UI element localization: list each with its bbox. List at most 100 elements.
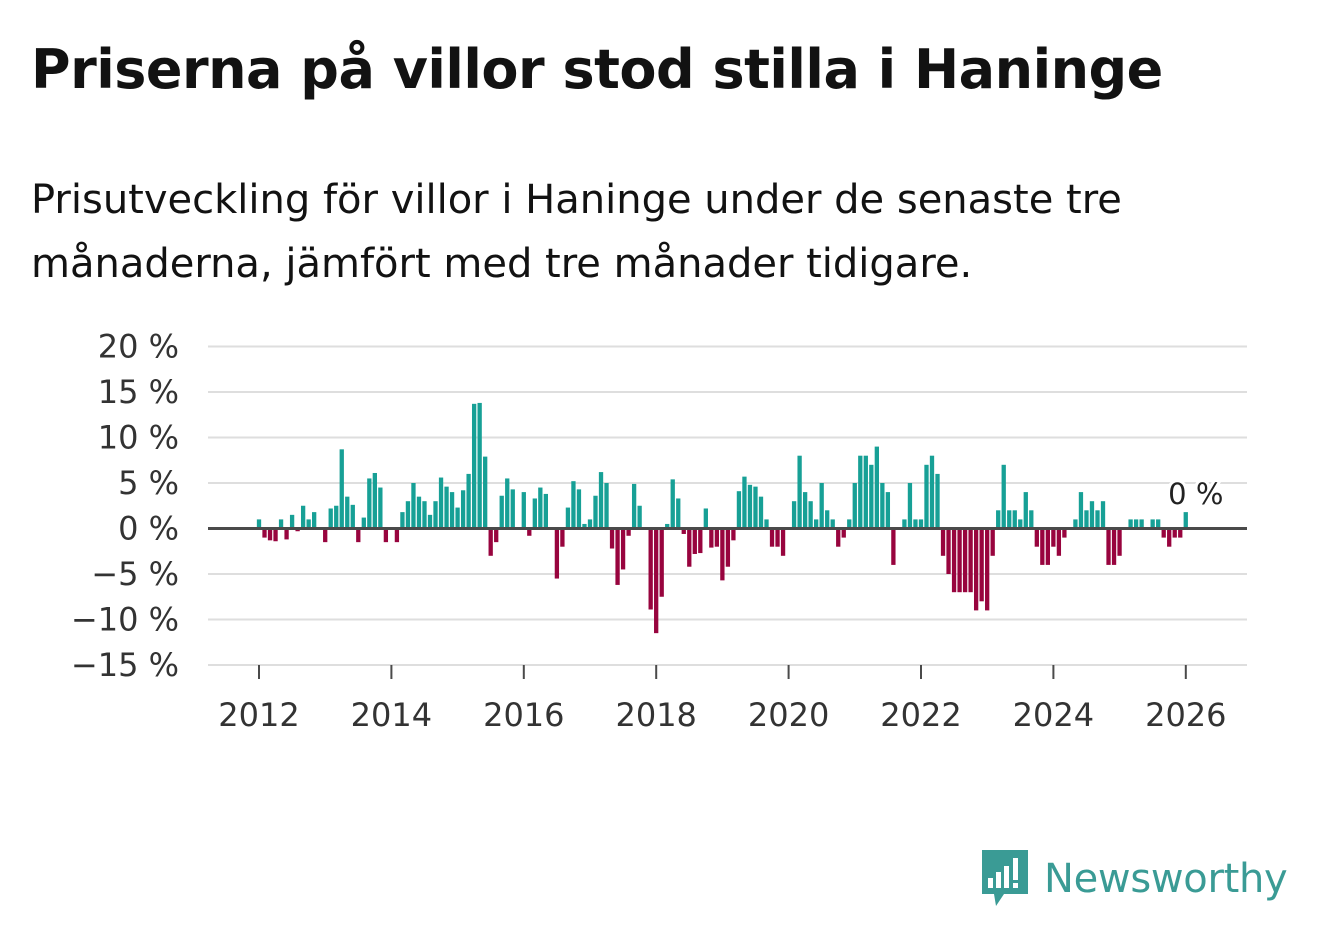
x-tick-label: 2026 xyxy=(1145,696,1226,734)
bar xyxy=(736,491,742,529)
bar xyxy=(416,496,422,529)
bar xyxy=(979,528,984,602)
bar xyxy=(797,455,802,529)
bar xyxy=(394,528,400,543)
bar xyxy=(676,498,681,529)
newsworthy-logo-text: Newsworthy xyxy=(1044,856,1288,902)
bar xyxy=(692,528,697,554)
bar xyxy=(593,495,598,529)
bar xyxy=(891,528,896,565)
bar xyxy=(521,492,526,529)
newsworthy-logo: Newsworthy xyxy=(980,848,1288,910)
bar xyxy=(312,512,317,529)
bar xyxy=(306,519,311,529)
bar xyxy=(819,483,824,529)
bar xyxy=(378,487,383,529)
bar xyxy=(670,479,675,529)
bar xyxy=(1178,528,1183,538)
bar xyxy=(1172,528,1177,538)
y-tick-label: 20 % xyxy=(98,328,179,366)
bar xyxy=(334,505,339,529)
bars xyxy=(256,402,1188,634)
bar xyxy=(1073,519,1078,529)
bar xyxy=(350,504,355,529)
bar xyxy=(714,528,720,547)
bar xyxy=(615,528,620,585)
y-tick-label: −5 % xyxy=(91,555,179,593)
bar xyxy=(444,486,449,529)
bar xyxy=(1034,528,1039,547)
bar xyxy=(1117,528,1122,556)
bar xyxy=(742,476,747,529)
bar xyxy=(808,501,813,529)
bar xyxy=(256,519,262,529)
bar xyxy=(262,528,267,538)
bar xyxy=(863,455,868,529)
bar xyxy=(449,492,455,529)
bar xyxy=(847,519,852,529)
y-axis-labels: 20 % 15 % 10 % 5 % 0 % −5 % −10 % −15 % xyxy=(71,328,179,685)
bar xyxy=(907,483,913,529)
bar xyxy=(764,519,769,529)
bar xyxy=(637,505,642,529)
bar xyxy=(405,501,411,529)
bar xyxy=(962,528,968,593)
bar xyxy=(1095,510,1100,529)
bar xyxy=(802,492,808,529)
bar xyxy=(665,523,670,529)
bar xyxy=(1106,528,1111,565)
y-tick-label: 5 % xyxy=(118,464,179,502)
bar xyxy=(935,473,940,529)
bar xyxy=(1056,528,1062,556)
bar xyxy=(940,528,946,556)
bar xyxy=(604,483,609,529)
x-tick-label: 2014 xyxy=(351,696,432,734)
bar xyxy=(267,528,273,541)
bar xyxy=(488,528,493,556)
bar xyxy=(1029,510,1034,529)
bar xyxy=(1139,519,1144,529)
bar xyxy=(356,528,361,543)
bar xyxy=(814,519,819,529)
bar xyxy=(438,477,444,529)
bar xyxy=(543,493,548,529)
bar xyxy=(483,456,488,529)
bar xyxy=(455,507,460,529)
bar xyxy=(278,519,284,529)
bar xyxy=(328,508,333,529)
bar xyxy=(527,528,532,536)
bar xyxy=(1062,528,1067,538)
bar xyxy=(836,528,841,547)
bar xyxy=(1156,519,1161,529)
bar xyxy=(1150,519,1155,529)
bar xyxy=(709,528,714,548)
bar xyxy=(747,484,753,529)
bar xyxy=(769,528,775,547)
bar xyxy=(499,495,504,529)
bar xyxy=(725,528,731,567)
bar xyxy=(924,464,929,529)
bar xyxy=(918,519,924,529)
bar xyxy=(780,528,786,556)
bar xyxy=(973,528,979,611)
chart-title: Priserna på villor stod stilla i Haninge xyxy=(31,38,1163,101)
bar xyxy=(687,528,692,567)
bar xyxy=(273,528,278,542)
bar xyxy=(422,501,427,529)
bar xyxy=(345,496,350,529)
bar xyxy=(427,514,433,529)
x-tick-label: 2024 xyxy=(1013,696,1094,734)
bar xyxy=(372,472,377,529)
bar xyxy=(323,528,328,543)
bar xyxy=(681,528,686,534)
x-tick-label: 2018 xyxy=(615,696,696,734)
bar xyxy=(968,528,973,593)
y-tick-label: −10 % xyxy=(71,601,179,639)
bar xyxy=(598,472,604,529)
x-axis-ticks: 2012 2014 2016 2018 2020 2022 2024 2026 xyxy=(218,665,1227,734)
bar xyxy=(626,528,631,536)
bar xyxy=(300,505,306,529)
bar xyxy=(1012,510,1017,529)
bar xyxy=(361,517,366,529)
bar xyxy=(289,514,295,529)
